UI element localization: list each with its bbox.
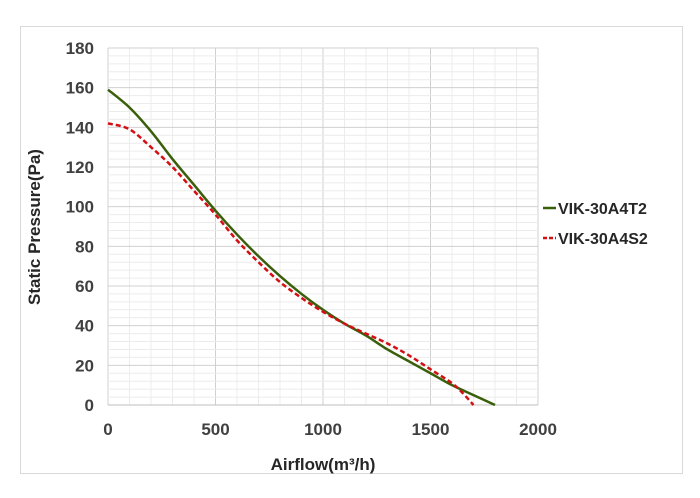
legend-label-t2: VIK-30A4T2 — [558, 201, 647, 218]
x-tick-label: 1000 — [304, 420, 342, 439]
series-line-vik-30a4s2 — [107, 122, 475, 406]
series-lines — [107, 88, 496, 407]
x-tick-label: 0 — [103, 420, 112, 439]
tick-labels: 0 500 1000 1500 2000 0 20 40 60 80 100 120 140 160 180 — [66, 39, 557, 439]
y-tick-label: 120 — [66, 158, 94, 177]
chart-frame — [20, 26, 683, 474]
legend: VIK-30A4T2 VIK-30A4S2 — [543, 201, 648, 248]
y-tick-label: 140 — [66, 118, 94, 137]
x-tick-label: 2000 — [519, 420, 557, 439]
y-tick-label: 180 — [66, 39, 94, 58]
y-tick-label: 100 — [66, 198, 94, 217]
grid — [107, 47, 539, 406]
y-tick-label: 20 — [75, 356, 94, 375]
x-tick-label: 1500 — [412, 420, 450, 439]
y-axis-label: Static Pressure(Pa) — [25, 149, 44, 305]
y-tick-label: 160 — [66, 79, 94, 98]
y-tick-label: 0 — [85, 396, 94, 415]
y-tick-label: 40 — [75, 317, 94, 336]
series-line-vik-30a4t2 — [107, 88, 496, 407]
x-axis-label: Airflow(m³/h) — [271, 455, 376, 474]
y-tick-label: 80 — [75, 237, 94, 256]
y-tick-label: 60 — [75, 277, 94, 296]
legend-label-s2: VIK-30A4S2 — [558, 231, 648, 248]
x-tick-label: 500 — [201, 420, 229, 439]
